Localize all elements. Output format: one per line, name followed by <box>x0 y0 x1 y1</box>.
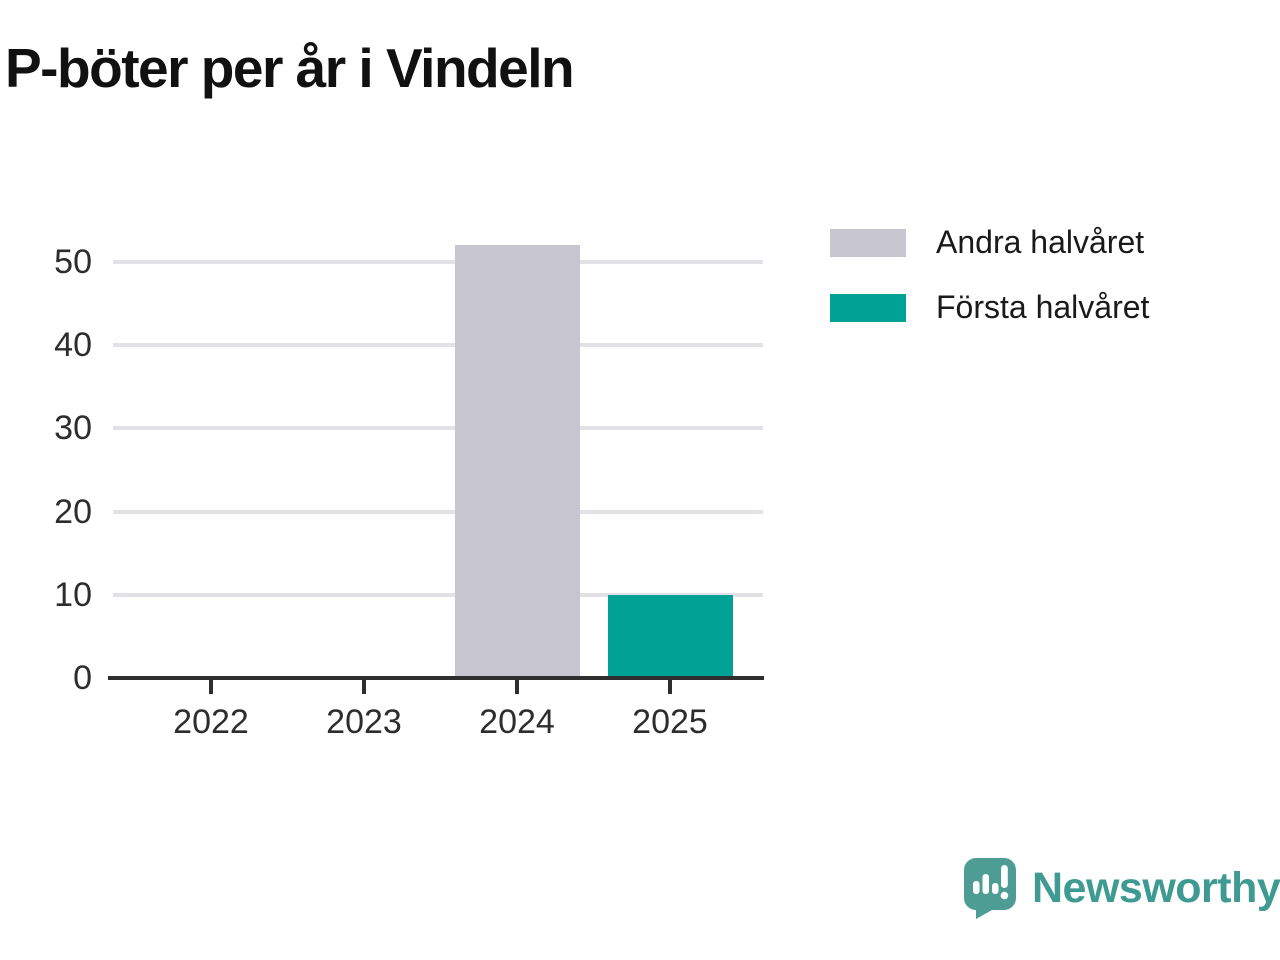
x-axis-label-2025: 2025 <box>632 703 708 741</box>
legend-label: Andra halvåret <box>936 224 1145 260</box>
chart-legend: Andra halvåret Första halvåret <box>830 224 1149 354</box>
x-tick-2024 <box>515 680 519 694</box>
gridline-y-20 <box>113 509 763 514</box>
gridline-y-30 <box>113 426 763 431</box>
gridline-y-50 <box>113 260 763 264</box>
branding-name: Newsworthy <box>1032 863 1280 912</box>
gridline-y-40 <box>113 343 763 348</box>
bar-2025-f-rsta-halv-ret <box>607 594 733 678</box>
x-tick-2025 <box>668 680 672 694</box>
y-axis-label-20: 20 <box>54 492 92 531</box>
bar-2024-andra-halv-ret <box>454 245 580 678</box>
gridline-y-10 <box>113 592 763 597</box>
y-axis-label-10: 10 <box>54 575 92 614</box>
legend-item-f-rsta-halv-ret: Första halvåret <box>830 289 1149 326</box>
y-axis-label-50: 50 <box>54 243 92 281</box>
y-axis-label-40: 40 <box>54 326 92 365</box>
legend-swatch <box>830 293 906 322</box>
branding: Newsworthy <box>963 856 1280 920</box>
x-axis-label-2022: 2022 <box>173 703 249 741</box>
x-axis-label-2023: 2023 <box>326 703 402 741</box>
legend-swatch <box>830 228 906 257</box>
page-title: P-böter per år i Vindeln <box>5 37 575 99</box>
y-axis-label-30: 30 <box>54 409 92 448</box>
legend-item-andra-halv-ret: Andra halvåret <box>830 224 1149 261</box>
x-axis-label-2024: 2024 <box>479 703 555 741</box>
x-tick-2022 <box>209 680 213 694</box>
legend-label: Första halvåret <box>936 289 1150 325</box>
newsworthy-logo-icon <box>964 858 1016 919</box>
x-tick-2023 <box>362 680 366 694</box>
y-axis-label-0: 0 <box>73 659 92 697</box>
x-axis-line <box>108 676 764 680</box>
